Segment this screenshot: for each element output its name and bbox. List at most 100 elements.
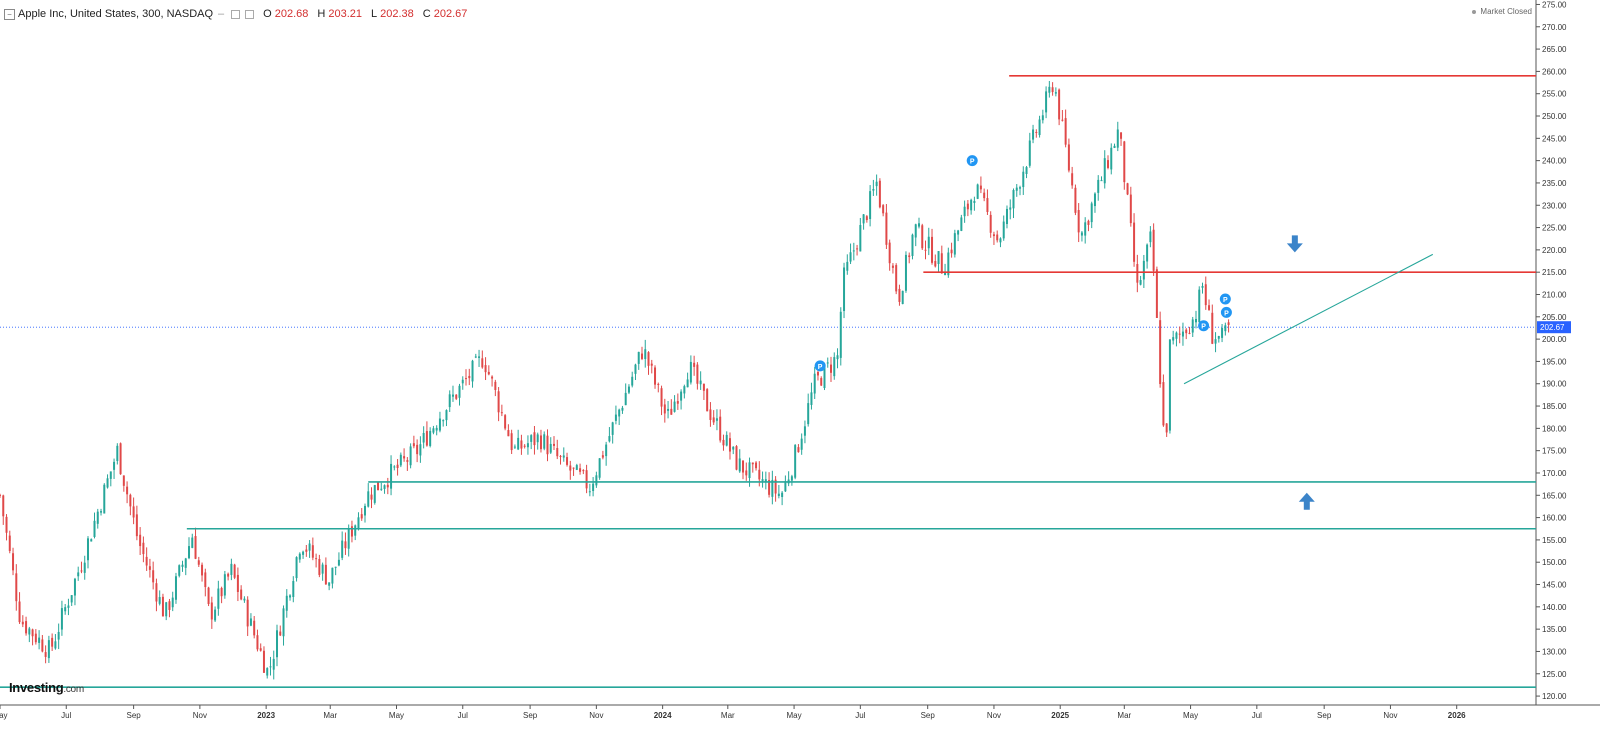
candle-body — [100, 511, 103, 513]
candle-body — [940, 253, 943, 274]
candle-body — [869, 191, 872, 220]
candle-body — [999, 238, 1002, 243]
candle-body — [781, 492, 784, 497]
candle-body — [276, 630, 279, 658]
x-tick-label: Mar — [721, 711, 735, 720]
dropdown-icon[interactable]: – — [218, 8, 225, 20]
candle-body — [904, 254, 907, 291]
y-tick-label: 160.00 — [1542, 514, 1567, 523]
candle-body — [510, 433, 513, 451]
candle-body — [901, 290, 904, 304]
candle-body — [582, 470, 585, 472]
y-tick-label: 125.00 — [1542, 670, 1567, 679]
candle-body — [621, 407, 624, 411]
candle-body — [481, 358, 484, 368]
y-tick-label: 260.00 — [1542, 67, 1567, 76]
candle-body — [931, 236, 934, 263]
candle-body — [872, 189, 875, 191]
candle-body — [497, 391, 500, 413]
candle-body — [373, 485, 376, 503]
candle-body — [807, 403, 810, 425]
collapse-icon[interactable]: − — [4, 8, 15, 20]
candle-body — [419, 444, 422, 456]
candle-body — [1019, 187, 1022, 189]
candle-body — [461, 379, 464, 384]
candle-body — [145, 556, 148, 566]
candle-body — [507, 430, 510, 437]
y-tick-label: 175.00 — [1542, 447, 1567, 456]
candle-body — [973, 200, 976, 203]
candle-body — [728, 438, 731, 452]
x-tick-label: May — [389, 711, 404, 720]
candle-body — [680, 391, 683, 401]
candle-body — [777, 493, 780, 496]
candle-body — [285, 595, 288, 611]
candle-body — [530, 435, 533, 442]
candle-body — [90, 539, 93, 542]
candle-body — [253, 620, 256, 636]
candle-body — [51, 637, 54, 647]
candle-body — [712, 417, 715, 423]
candle-body — [562, 455, 565, 458]
candle-body — [435, 427, 438, 431]
candle-body — [833, 357, 836, 377]
candle-body — [546, 435, 549, 455]
candle-body — [1005, 208, 1008, 225]
open-value: 202.68 — [274, 8, 309, 20]
candle-body — [719, 416, 722, 441]
candle-body — [966, 203, 969, 210]
candle-body — [725, 434, 728, 446]
candle-body — [451, 394, 454, 397]
candle-body — [1142, 260, 1145, 280]
candle-body — [957, 230, 960, 235]
candle-body — [826, 362, 829, 364]
settings-square-icon[interactable] — [231, 9, 241, 19]
candle-body — [31, 629, 34, 637]
candle-body — [859, 224, 862, 252]
candle-body — [614, 414, 617, 421]
candle-body — [1002, 221, 1005, 239]
candle-body — [1048, 86, 1051, 93]
candle-body — [471, 360, 474, 382]
candle-body — [898, 288, 901, 302]
candle-body — [751, 462, 754, 465]
candle-body — [377, 481, 380, 491]
candle-body — [1038, 119, 1041, 136]
candle-body — [25, 621, 28, 634]
candle-body — [1110, 147, 1113, 170]
candle-body — [96, 511, 99, 524]
candle-body — [790, 476, 793, 481]
candle-body — [1146, 244, 1149, 262]
candle-body — [1032, 129, 1035, 140]
candle-body — [1064, 118, 1067, 145]
x-tick-label: Nov — [589, 711, 603, 720]
candle-body — [937, 251, 940, 265]
candle-body — [311, 545, 314, 558]
candle-body — [240, 589, 243, 600]
candle-body — [386, 484, 389, 488]
candle-body — [683, 386, 686, 394]
candle-body — [800, 438, 803, 450]
x-tick-label: Mar — [1117, 711, 1131, 720]
investing-logo: Investing.com — [9, 680, 84, 695]
y-tick-label: 255.00 — [1542, 90, 1567, 99]
candle-body — [934, 261, 937, 267]
candle-body — [282, 608, 285, 637]
y-tick-label: 245.00 — [1542, 134, 1567, 143]
candle-body — [644, 349, 647, 360]
candle-body — [80, 570, 83, 572]
candle-body — [846, 261, 849, 271]
candle-body — [38, 637, 41, 643]
candle-body — [1201, 286, 1204, 288]
candle-body — [1061, 119, 1064, 121]
candle-body — [660, 388, 663, 407]
candle-body — [165, 602, 168, 617]
candle-body — [852, 250, 855, 252]
candle-body — [996, 234, 999, 241]
close-square-icon[interactable] — [245, 9, 255, 19]
arrow-down-icon — [1286, 235, 1303, 253]
candle-body — [1051, 87, 1054, 93]
candle-body — [657, 383, 660, 385]
